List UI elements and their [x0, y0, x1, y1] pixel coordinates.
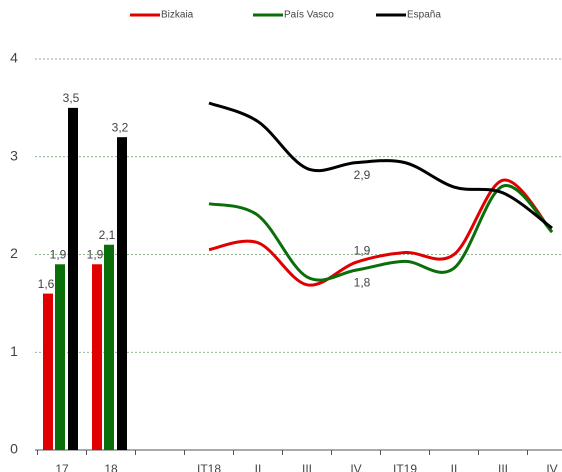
bar [117, 137, 127, 450]
bar [43, 293, 53, 450]
x-tick-label: III [498, 462, 508, 472]
line [208, 178, 554, 287]
line-label: 1,8 [354, 275, 371, 289]
x-tick-label: III [302, 462, 312, 472]
bar-label: 1,9 [87, 247, 104, 261]
x-tick-label: 17 [55, 462, 69, 472]
bar-label: 1,9 [50, 247, 67, 261]
y-tick-label: 3 [10, 147, 18, 163]
x-tick-label: IV [546, 462, 557, 472]
y-tick-label: 1 [10, 343, 18, 359]
x-tick-label: IT18 [197, 462, 221, 472]
bar-label: 3,5 [63, 91, 80, 105]
x-tick-label: 18 [104, 462, 118, 472]
x-tick-label: II [451, 462, 458, 472]
bar [55, 264, 65, 450]
y-tick-label: 2 [10, 245, 18, 261]
line-label: 2,9 [354, 168, 371, 182]
bar-label: 3,2 [112, 120, 129, 134]
line-label: 1,9 [354, 243, 371, 257]
legend-label: Bizkaia [161, 10, 194, 21]
legend-label: España [407, 10, 441, 21]
line [208, 101, 553, 230]
y-tick-label: 0 [10, 441, 18, 457]
line [208, 184, 554, 282]
legend-label: País Vasco [284, 10, 334, 21]
y-tick-label: 4 [10, 50, 18, 66]
bar [104, 244, 114, 450]
bar-label: 1,6 [38, 277, 55, 291]
x-tick-label: IV [350, 462, 361, 472]
x-tick-label: IT19 [393, 462, 417, 472]
bar [92, 264, 102, 450]
bar-label: 2,1 [99, 228, 116, 242]
x-tick-label: II [255, 462, 262, 472]
bar [68, 107, 78, 450]
